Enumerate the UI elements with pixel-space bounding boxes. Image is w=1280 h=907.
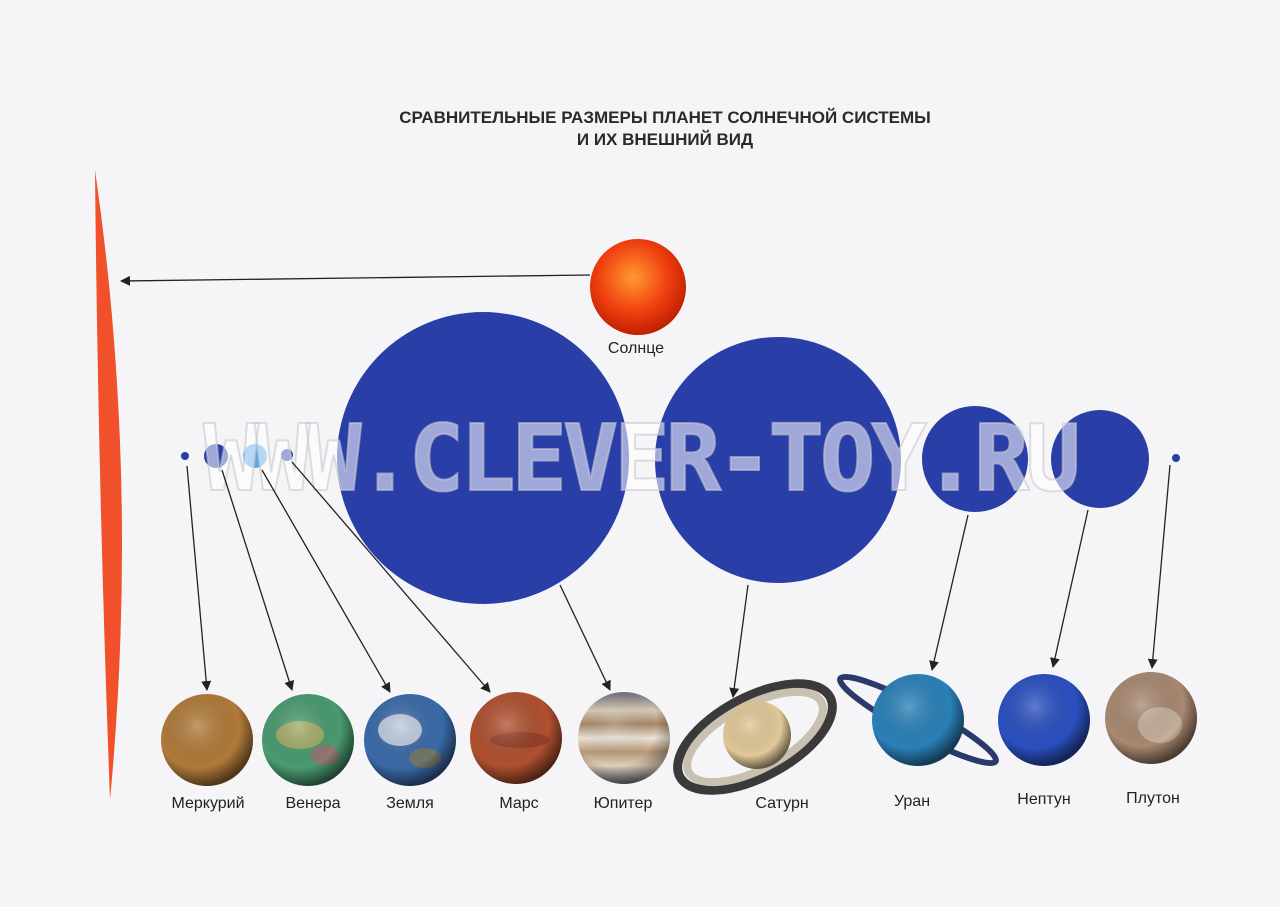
label-mercury: Меркурий bbox=[171, 795, 244, 812]
label-mars: Марс bbox=[499, 795, 538, 812]
label-neptune: Нептун bbox=[1017, 791, 1070, 808]
arrow-mars bbox=[291, 461, 491, 693]
scale-jupiter bbox=[337, 312, 629, 604]
label-venus: Венера bbox=[285, 795, 340, 812]
venus-image bbox=[262, 694, 354, 786]
mars-image bbox=[470, 692, 562, 784]
planet-arrows bbox=[186, 461, 1171, 698]
scale-circles bbox=[181, 312, 1180, 604]
scale-mercury bbox=[181, 452, 189, 460]
mercury-image bbox=[161, 694, 253, 786]
scale-earth bbox=[243, 444, 267, 468]
earth-image bbox=[364, 694, 456, 786]
title-line-1: СРАВНИТЕЛЬНЫЕ РАЗМЕРЫ ПЛАНЕТ СОЛНЕЧНОЙ С… bbox=[399, 108, 931, 127]
planet-labels: Меркурий Венера Земля Марс Юпитер Сатурн… bbox=[171, 790, 1179, 812]
scale-neptune bbox=[1051, 410, 1149, 508]
label-uranus: Уран bbox=[894, 793, 930, 810]
arrow-venus bbox=[221, 469, 295, 691]
arrow-neptune bbox=[1050, 509, 1089, 668]
scale-mars bbox=[281, 449, 293, 461]
arrow-uranus bbox=[929, 514, 969, 671]
scale-saturn bbox=[655, 337, 901, 583]
pluto-image bbox=[1105, 672, 1197, 764]
arrow-pluto bbox=[1147, 464, 1171, 669]
jupiter-image bbox=[578, 692, 670, 784]
planet-images bbox=[161, 672, 1197, 795]
label-jupiter: Юпитер bbox=[594, 795, 653, 812]
sun-edge-arc bbox=[95, 170, 122, 800]
scale-uranus bbox=[922, 406, 1028, 512]
sun-arrow bbox=[120, 274, 591, 286]
arrow-mercury bbox=[186, 465, 212, 691]
label-saturn: Сатурн bbox=[755, 795, 808, 812]
scale-pluto bbox=[1172, 454, 1180, 462]
arrow-saturn bbox=[729, 584, 749, 698]
scale-venus bbox=[204, 444, 228, 468]
arrow-earth bbox=[261, 469, 391, 693]
neptune-image bbox=[998, 674, 1090, 766]
label-pluto: Плутон bbox=[1126, 790, 1180, 807]
arrow-jupiter bbox=[559, 584, 611, 691]
sun-image bbox=[590, 239, 686, 335]
uranus-image bbox=[837, 673, 999, 767]
title-line-2: И ИХ ВНЕШНИЙ ВИД bbox=[577, 130, 753, 149]
saturn-image bbox=[673, 679, 837, 795]
watermark: WWW.CLEVER-TOY.RU bbox=[203, 405, 1077, 512]
sun-label: Солнце bbox=[608, 340, 664, 357]
label-earth: Земля bbox=[386, 795, 434, 812]
